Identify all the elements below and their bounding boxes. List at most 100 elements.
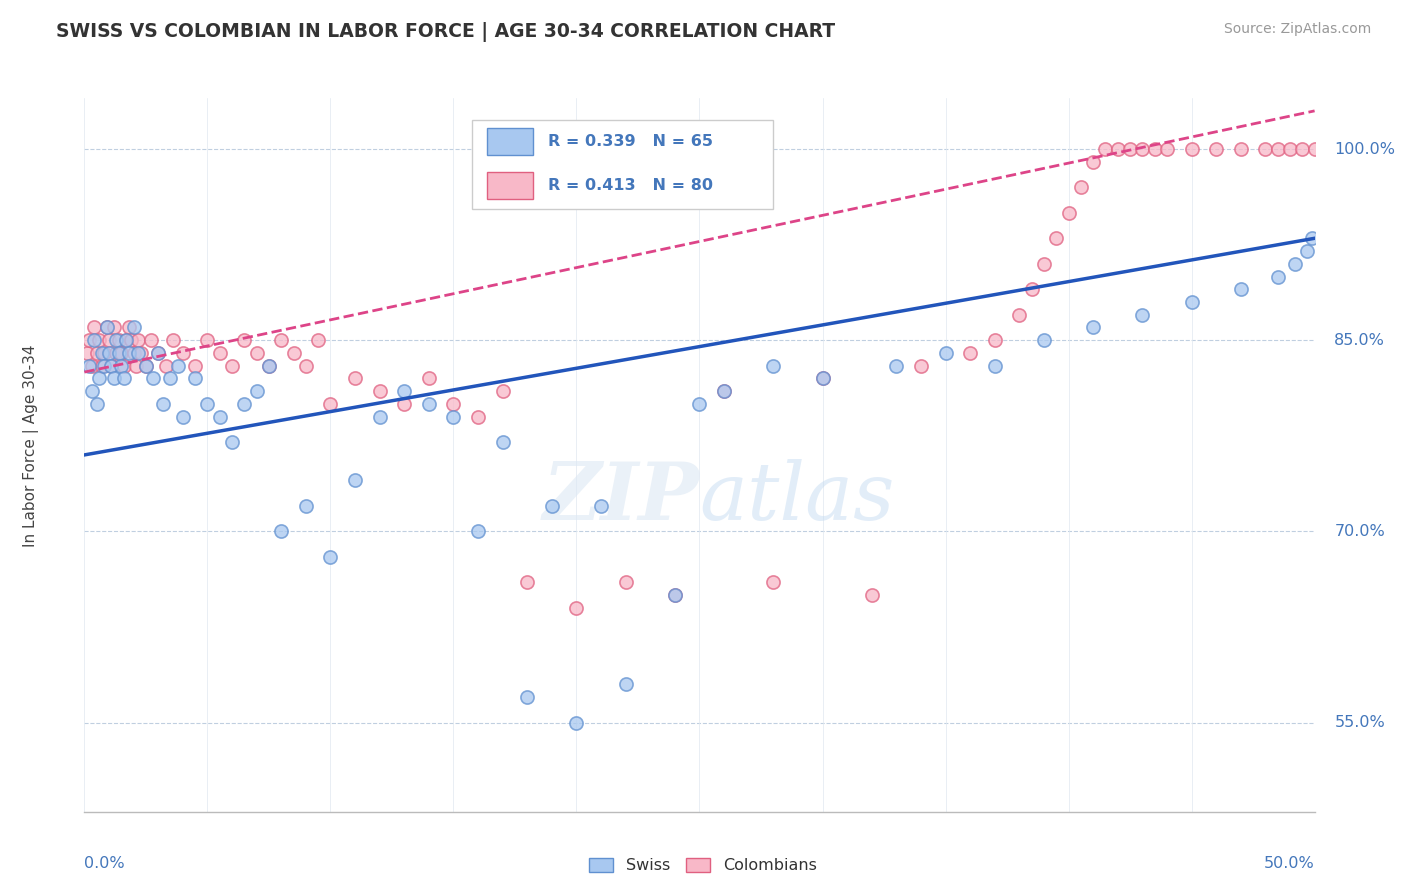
Point (368, 409, 391, 424)
Point (76, 346, 98, 360)
Point (886, 359, 908, 373)
Point (1291, 142, 1313, 156)
Point (1181, 295, 1204, 310)
Point (1083, 320, 1105, 334)
Point (115, 333, 138, 347)
Point (221, 435, 243, 450)
Point (166, 359, 188, 373)
Point (614, 575, 637, 590)
Point (98, 346, 120, 360)
Point (208, 409, 231, 424)
Point (344, 371, 367, 385)
Point (1284, 257, 1306, 271)
Point (762, 575, 785, 590)
Text: ZIP: ZIP (543, 459, 700, 536)
Point (122, 346, 145, 360)
Point (860, 588, 883, 602)
Point (1229, 142, 1253, 156)
Point (344, 474, 367, 488)
Point (319, 397, 342, 411)
Point (319, 549, 342, 564)
Point (762, 359, 785, 373)
Point (1181, 142, 1204, 156)
Point (112, 359, 135, 373)
Point (159, 371, 181, 385)
Point (811, 371, 834, 385)
Point (959, 346, 981, 360)
Text: 55.0%: 55.0% (1334, 715, 1385, 730)
Text: R = 0.339   N = 65: R = 0.339 N = 65 (548, 134, 713, 149)
Point (1033, 257, 1056, 271)
Point (184, 371, 207, 385)
Point (1130, 142, 1153, 156)
Point (664, 588, 686, 602)
Point (86, 346, 108, 360)
Point (110, 359, 132, 373)
Point (1301, 231, 1323, 245)
Point (516, 575, 538, 590)
Point (103, 371, 125, 385)
Point (565, 715, 588, 730)
Point (197, 333, 219, 347)
Point (128, 346, 150, 360)
Point (270, 524, 292, 539)
Point (129, 346, 152, 360)
Point (87, 333, 111, 347)
Point (270, 333, 292, 347)
Point (540, 499, 562, 513)
Text: Source: ZipAtlas.com: Source: ZipAtlas.com (1223, 22, 1371, 37)
Point (110, 346, 132, 360)
Point (90, 346, 112, 360)
Point (257, 359, 280, 373)
Point (283, 346, 305, 360)
Point (79, 359, 101, 373)
Point (1107, 142, 1129, 156)
Point (307, 333, 329, 347)
Point (197, 397, 219, 411)
Point (246, 346, 269, 360)
Point (184, 359, 207, 373)
Point (418, 371, 440, 385)
Point (93, 359, 115, 373)
Point (295, 359, 318, 373)
Point (614, 677, 637, 691)
Point (689, 397, 711, 411)
Point (125, 359, 148, 373)
Point (221, 359, 243, 373)
Point (1303, 142, 1326, 156)
Point (128, 333, 150, 347)
Point (135, 359, 157, 373)
Point (83, 333, 105, 347)
Point (90, 359, 112, 373)
FancyBboxPatch shape (472, 120, 773, 209)
Text: In Labor Force | Age 30-34: In Labor Force | Age 30-34 (22, 344, 39, 548)
Point (1033, 333, 1056, 347)
Point (1229, 282, 1253, 296)
Point (118, 320, 141, 334)
Point (246, 384, 269, 399)
Point (103, 320, 125, 334)
Text: 85.0%: 85.0% (1334, 333, 1385, 348)
Point (208, 346, 231, 360)
Point (443, 409, 465, 424)
Point (984, 359, 1007, 373)
Point (233, 333, 256, 347)
Text: 100.0%: 100.0% (1334, 142, 1395, 157)
Point (98, 333, 120, 347)
Point (100, 359, 122, 373)
Point (1205, 142, 1227, 156)
Point (394, 397, 416, 411)
Point (1267, 142, 1289, 156)
Point (93, 346, 115, 360)
Point (1021, 282, 1043, 296)
Text: atlas: atlas (700, 459, 894, 536)
Point (467, 409, 489, 424)
Point (910, 359, 932, 373)
Point (80, 384, 103, 399)
Point (713, 384, 735, 399)
Point (443, 397, 465, 411)
Point (172, 409, 194, 424)
Text: 70.0%: 70.0% (1334, 524, 1385, 539)
Point (152, 397, 174, 411)
Point (257, 359, 280, 373)
